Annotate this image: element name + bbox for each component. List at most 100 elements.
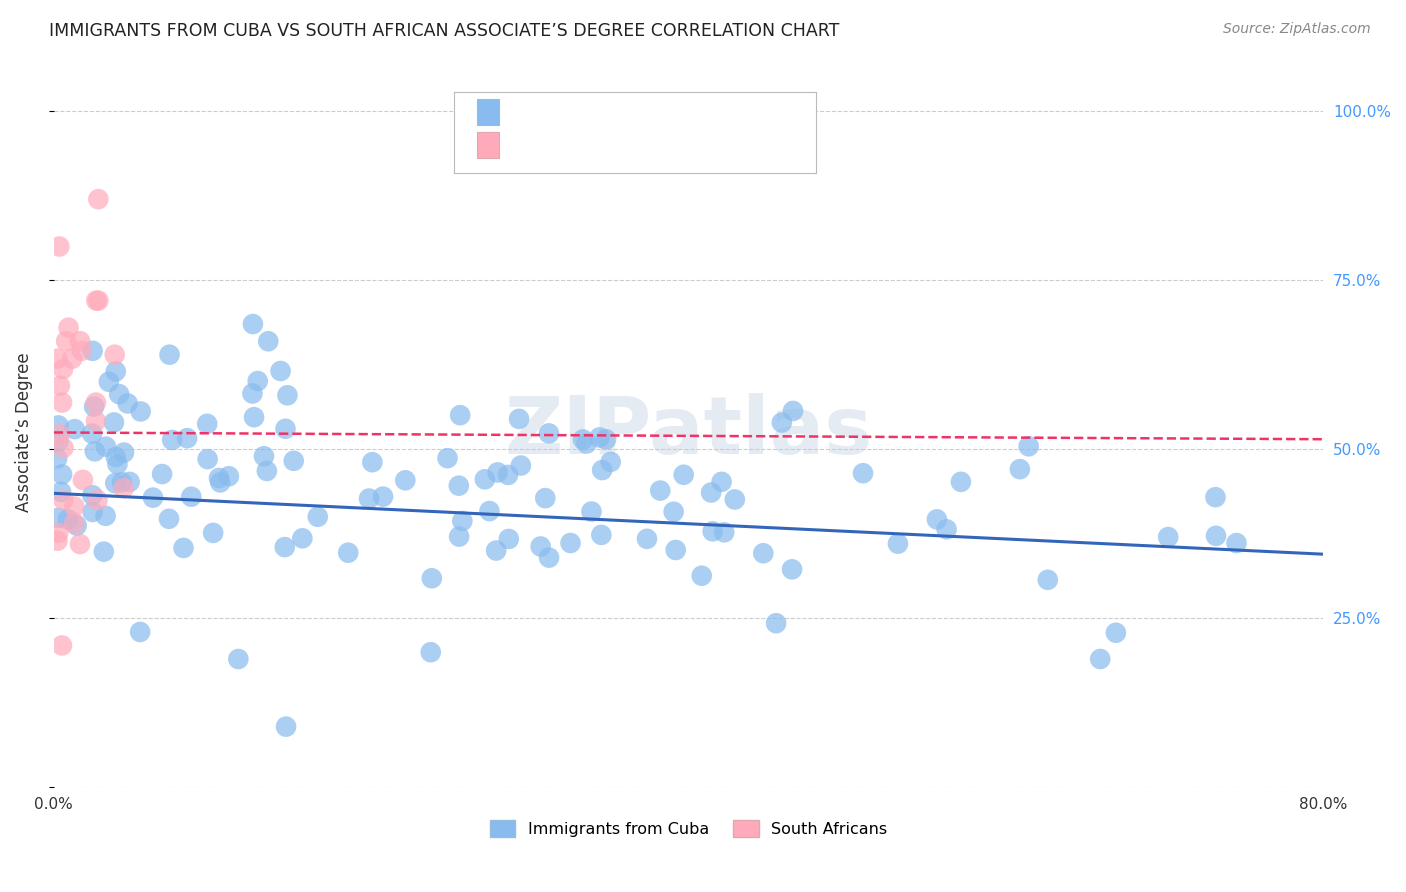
Point (253, 449, 276, 463)
Point (724, 492, 747, 507)
Point (509, 458, 531, 473)
Point (595, 432, 617, 446)
Point (104, 476, 127, 491)
Point (93, 544, 115, 558)
Text: N =: N = (636, 140, 671, 155)
Point (157, 512, 180, 526)
Point (710, 475, 733, 489)
Point (242, 317, 264, 331)
Point (534, 491, 557, 505)
Point (129, 624, 152, 639)
Point (56, 512, 79, 526)
Point (243, 410, 266, 425)
Point (307, 509, 329, 524)
Point (176, 431, 198, 445)
Point (337, 546, 360, 560)
Point (51, 395, 73, 409)
Point (49, 378, 72, 392)
Text: -0.018: -0.018 (562, 140, 620, 155)
Point (87, 192, 110, 206)
Point (887, 536, 910, 550)
Point (52, 492, 75, 507)
Point (270, 364, 292, 378)
Point (112, 481, 135, 495)
Point (195, 417, 218, 431)
Point (111, 475, 134, 490)
Point (112, 445, 135, 459)
FancyBboxPatch shape (477, 132, 499, 158)
Point (49, 484, 72, 499)
Point (84, 414, 107, 428)
Point (129, 404, 152, 418)
Point (486, 466, 509, 480)
Point (636, 532, 658, 546)
Point (52, 441, 75, 455)
Text: Source: ZipAtlas.com: Source: ZipAtlas.com (1223, 22, 1371, 37)
Point (58, 320, 80, 334)
Point (496, 467, 519, 482)
Point (246, 374, 269, 388)
Point (591, 463, 613, 477)
Point (118, 475, 141, 489)
Point (1205, 529, 1227, 543)
Point (103, 416, 125, 430)
Point (572, 433, 595, 447)
Point (209, 475, 232, 490)
Point (87, 293, 110, 308)
Point (208, 471, 231, 485)
Point (63, 422, 86, 436)
Point (274, 422, 297, 436)
Point (274, 720, 297, 734)
Point (702, 524, 724, 539)
Point (478, 504, 501, 518)
Point (1105, 625, 1128, 640)
Y-axis label: Associate’s Degree: Associate’s Degree (15, 352, 32, 512)
Point (160, 433, 183, 447)
Text: -0.222: -0.222 (562, 108, 620, 122)
Point (82, 426, 104, 441)
Point (588, 430, 610, 444)
Point (70, 343, 93, 358)
Point (713, 525, 735, 540)
Point (357, 491, 380, 506)
Text: IMMIGRANTS FROM CUBA VS SOUTH AFRICAN ASSOCIATE’S DEGREE CORRELATION CHART: IMMIGRANTS FROM CUBA VS SOUTH AFRICAN AS… (49, 22, 839, 40)
Point (662, 505, 685, 519)
Point (700, 485, 723, 500)
Point (765, 616, 787, 631)
Text: ZIPatlas: ZIPatlas (505, 393, 873, 472)
Point (1008, 462, 1031, 476)
Point (55, 334, 77, 348)
Point (780, 562, 803, 576)
Point (104, 450, 127, 464)
Point (107, 457, 129, 471)
Point (782, 404, 804, 418)
Point (104, 364, 127, 378)
Point (925, 512, 948, 526)
Point (82, 343, 104, 358)
Point (84, 395, 107, 409)
Legend: Immigrants from Cuba, South Africans: Immigrants from Cuba, South Africans (484, 814, 894, 844)
Point (117, 396, 139, 410)
Point (46, 511, 69, 525)
Point (82, 488, 104, 502)
Point (530, 540, 553, 554)
Point (48, 434, 70, 449)
Point (1036, 573, 1059, 587)
Point (202, 525, 225, 540)
Point (447, 478, 470, 492)
Point (508, 412, 530, 426)
Point (599, 455, 621, 469)
Point (97, 375, 120, 389)
Point (1157, 530, 1180, 544)
Point (485, 543, 508, 558)
Point (150, 467, 173, 481)
Point (60, 351, 83, 366)
Point (256, 464, 278, 478)
Point (51, 639, 73, 653)
Text: 124: 124 (679, 108, 713, 122)
Text: 28: 28 (679, 140, 702, 155)
Point (86, 493, 108, 508)
Point (86, 293, 108, 308)
Point (257, 334, 280, 349)
Point (371, 490, 394, 504)
